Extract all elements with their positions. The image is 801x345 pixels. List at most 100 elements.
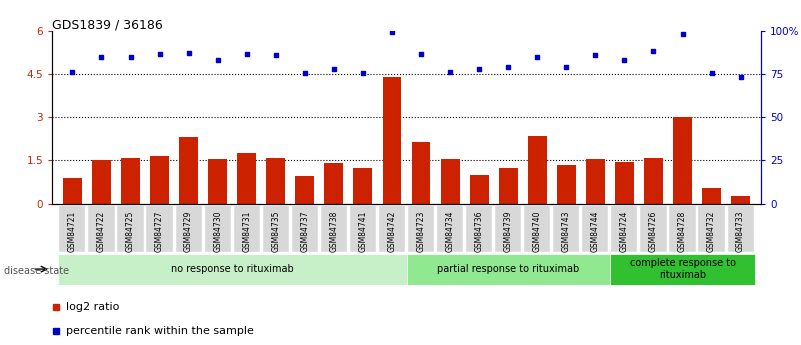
FancyBboxPatch shape (175, 205, 202, 252)
Point (618, 57, 631, 62)
FancyBboxPatch shape (408, 205, 434, 252)
Text: partial response to rituximab: partial response to rituximab (437, 264, 579, 274)
Point (473, 66, 485, 71)
Point (735, 75, 747, 80)
Point (647, 49, 660, 54)
Bar (441, 159, 460, 204)
Text: no response to rituximab: no response to rituximab (171, 264, 294, 274)
Text: GSM84738: GSM84738 (329, 211, 338, 252)
Bar (615, 162, 634, 204)
Text: GSM84722: GSM84722 (97, 211, 106, 252)
Text: GSM84723: GSM84723 (417, 211, 425, 252)
Bar (150, 156, 169, 204)
FancyBboxPatch shape (379, 205, 405, 252)
Text: disease state: disease state (4, 266, 69, 276)
Text: GSM84740: GSM84740 (533, 211, 541, 252)
Text: GSM84727: GSM84727 (155, 211, 164, 252)
Point (705, 70, 718, 76)
Point (95, 54, 108, 60)
Bar (324, 163, 344, 204)
Bar (528, 136, 547, 204)
Text: GSM84728: GSM84728 (678, 211, 687, 252)
Text: GSM84741: GSM84741 (358, 211, 368, 252)
Point (269, 52, 282, 58)
Text: complete response to
rituximab: complete response to rituximab (630, 258, 735, 280)
FancyBboxPatch shape (147, 205, 173, 252)
Point (356, 70, 369, 76)
Point (240, 51, 253, 57)
FancyBboxPatch shape (321, 205, 347, 252)
Bar (296, 176, 314, 204)
FancyBboxPatch shape (406, 254, 610, 285)
Text: GSM84739: GSM84739 (504, 211, 513, 252)
FancyBboxPatch shape (553, 205, 579, 252)
Bar (208, 159, 227, 204)
FancyBboxPatch shape (582, 205, 609, 252)
FancyBboxPatch shape (437, 205, 463, 252)
Bar (644, 158, 663, 204)
Point (211, 57, 224, 62)
Bar (121, 158, 140, 204)
Text: GSM84743: GSM84743 (562, 211, 571, 252)
Bar (731, 196, 750, 204)
FancyBboxPatch shape (495, 205, 521, 252)
Text: GSM84744: GSM84744 (591, 211, 600, 252)
Text: GSM84732: GSM84732 (707, 211, 716, 252)
FancyBboxPatch shape (611, 205, 638, 252)
Bar (499, 168, 517, 204)
Bar (179, 137, 198, 204)
FancyBboxPatch shape (350, 205, 376, 252)
Text: GSM84737: GSM84737 (300, 211, 309, 252)
FancyBboxPatch shape (234, 205, 260, 252)
Point (676, 31, 689, 37)
Text: GSM84725: GSM84725 (126, 211, 135, 252)
Bar (673, 117, 692, 204)
FancyBboxPatch shape (670, 205, 695, 252)
Text: GSM84721: GSM84721 (68, 211, 77, 252)
FancyBboxPatch shape (524, 205, 550, 252)
Bar (353, 168, 372, 204)
Bar (92, 160, 111, 204)
FancyBboxPatch shape (727, 205, 754, 252)
Bar (412, 142, 430, 204)
Text: GSM84729: GSM84729 (184, 211, 193, 252)
Text: GDS1839 / 36186: GDS1839 / 36186 (52, 18, 163, 31)
Bar (469, 175, 489, 204)
Text: GSM84733: GSM84733 (736, 211, 745, 252)
Text: GSM84734: GSM84734 (445, 211, 455, 252)
Point (66, 69, 78, 74)
Point (328, 66, 340, 71)
Point (531, 54, 544, 60)
FancyBboxPatch shape (466, 205, 492, 252)
Bar (383, 77, 401, 204)
Text: GSM84736: GSM84736 (475, 211, 484, 252)
Point (589, 52, 602, 58)
FancyBboxPatch shape (698, 205, 725, 252)
FancyBboxPatch shape (118, 205, 143, 252)
Point (444, 69, 457, 74)
Text: GSM84730: GSM84730 (213, 211, 222, 252)
Text: GSM84735: GSM84735 (272, 211, 280, 252)
FancyBboxPatch shape (59, 205, 86, 252)
Point (501, 64, 514, 70)
Bar (557, 165, 576, 204)
FancyBboxPatch shape (58, 254, 406, 285)
Bar (586, 159, 605, 204)
FancyBboxPatch shape (640, 205, 666, 252)
Bar (702, 188, 721, 204)
Point (153, 51, 166, 57)
Bar (266, 158, 285, 204)
Point (182, 50, 195, 55)
Bar (63, 178, 82, 204)
Text: GSM84731: GSM84731 (242, 211, 252, 252)
Point (415, 51, 428, 57)
FancyBboxPatch shape (263, 205, 289, 252)
Text: GSM84726: GSM84726 (649, 211, 658, 252)
Point (124, 54, 137, 60)
Text: GSM84742: GSM84742 (388, 211, 396, 252)
Text: log2 ratio: log2 ratio (66, 302, 119, 312)
Bar (237, 153, 256, 204)
FancyBboxPatch shape (88, 205, 115, 252)
FancyBboxPatch shape (292, 205, 318, 252)
FancyBboxPatch shape (204, 205, 231, 252)
